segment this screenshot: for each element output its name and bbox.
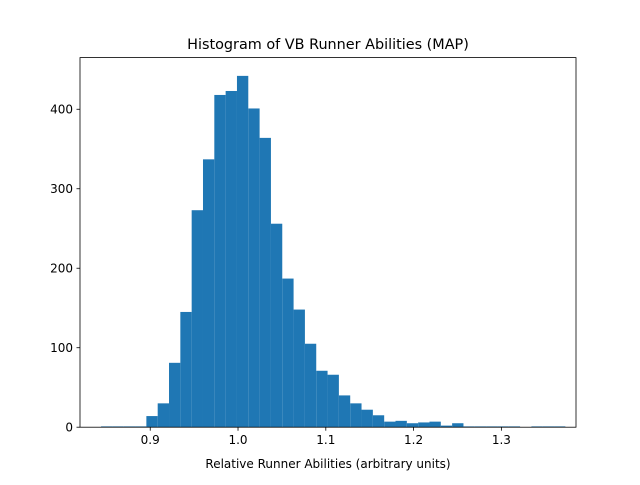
histogram-bars (101, 75, 566, 428)
histogram-bar (191, 210, 203, 428)
histogram-bar (259, 137, 271, 428)
histogram-bar (350, 403, 362, 428)
histogram-bar (236, 75, 249, 428)
y-tick-label: 400 (50, 103, 73, 117)
histogram-bar (452, 423, 464, 428)
y-axis-ticks: 0 100 200 300 400 (50, 103, 80, 435)
x-axis-ticks: 0.9 1.0 1.1 1.2 1.3 (141, 427, 511, 447)
histogram-bar (361, 409, 373, 428)
plot-frame (79, 57, 577, 428)
histogram-bar (248, 108, 260, 428)
y-tick-label: 100 (50, 341, 73, 355)
y-tick-label: 200 (50, 262, 73, 276)
histogram-bar (440, 425, 453, 428)
histogram-bar (282, 278, 294, 428)
histogram-bar (316, 370, 328, 428)
histogram-bar (406, 423, 419, 428)
histogram-bar (146, 416, 158, 428)
x-tick-label: 1.0 (228, 433, 247, 447)
x-tick-label: 1.3 (492, 433, 511, 447)
histogram-bar (327, 374, 339, 428)
histogram-bar (293, 309, 305, 428)
histogram-bar (225, 90, 237, 428)
x-tick-label: 0.9 (141, 433, 160, 447)
histogram-bar (384, 421, 396, 428)
chart-title: Histogram of VB Runner Abilities (MAP) (187, 37, 469, 53)
histogram-bar (338, 395, 351, 428)
x-axis-label: Relative Runner Abilities (arbitrary uni… (205, 457, 450, 471)
histogram-bar (418, 422, 430, 428)
histogram-bar (395, 420, 407, 428)
x-tick-label: 1.1 (316, 433, 335, 447)
histogram-bar (214, 94, 226, 428)
histogram-bar (169, 362, 181, 428)
histogram-bar (429, 421, 441, 428)
histogram-bar (180, 311, 192, 428)
x-tick-label: 1.2 (404, 433, 423, 447)
histogram-bar (157, 403, 170, 428)
histogram-bar (372, 415, 385, 428)
histogram-bar (270, 223, 283, 428)
y-tick-label: 300 (50, 182, 73, 196)
histogram-bar (202, 159, 215, 428)
y-tick-label: 0 (65, 421, 73, 435)
histogram-bar (304, 343, 317, 428)
